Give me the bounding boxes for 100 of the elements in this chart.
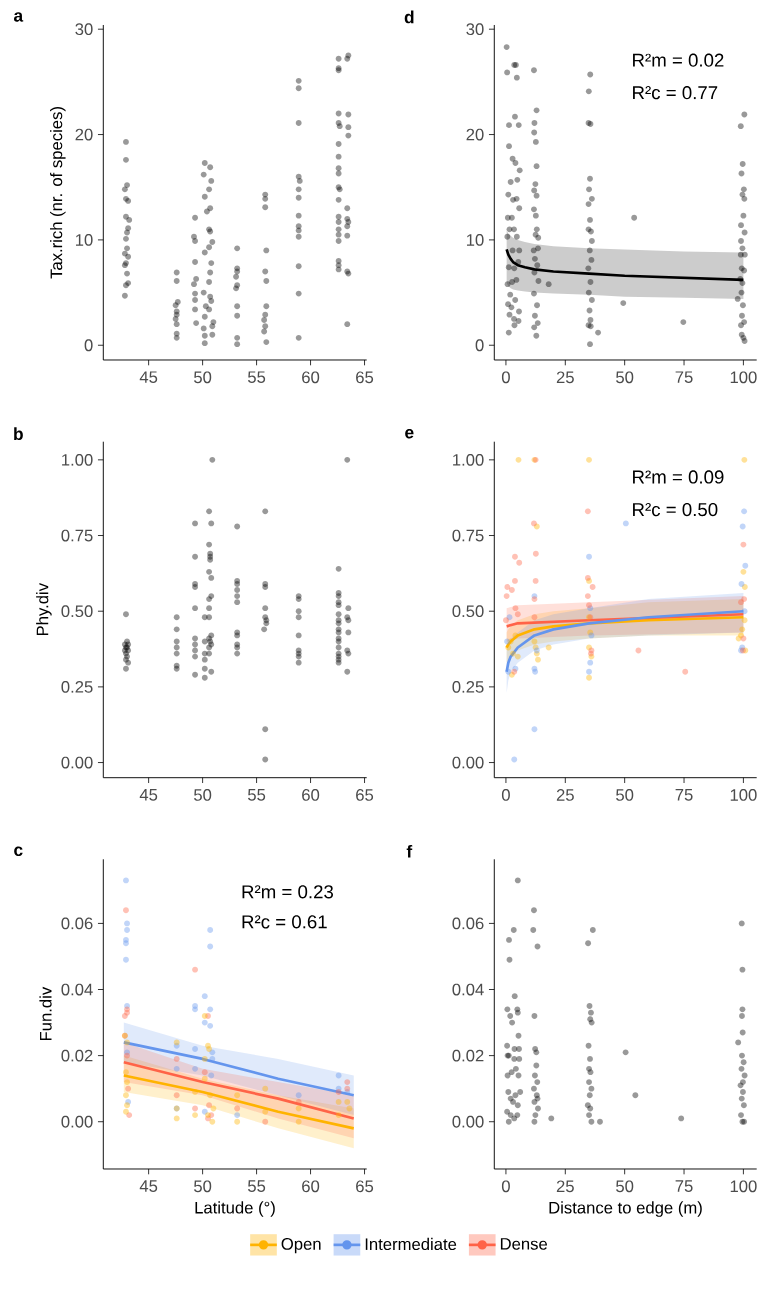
legend-label: Dense (500, 1238, 547, 1250)
y-tick-label: 0.25 (61, 680, 93, 693)
y-tick-label: 30 (466, 23, 484, 36)
point (295, 1092, 302, 1099)
y-tick-label: 0 (475, 339, 484, 352)
point (584, 508, 591, 515)
x-tick-label: 25 (556, 789, 574, 801)
y-tick-label: 0.75 (61, 529, 93, 542)
point (124, 920, 130, 927)
legend-label: Open (281, 1238, 321, 1254)
chart-title: a (13, 12, 24, 22)
x-tick-label: 75 (675, 1180, 693, 1192)
point (124, 1102, 130, 1109)
x-tick-label: 100 (730, 789, 757, 801)
chart-title: d (404, 10, 414, 24)
x-tick-label: 50 (616, 371, 634, 384)
y-tick-label: 0.00 (61, 1115, 93, 1128)
y-tick-label: 20 (75, 128, 93, 141)
y-tick-label: 0.50 (61, 605, 93, 618)
x-axis-title: Latitude (°) (195, 1201, 275, 1217)
x-tick-label: 0 (501, 371, 510, 384)
annotation: R²m = 0.09 (633, 470, 724, 484)
y-axis-title: Tax.rich (nr. of species) (50, 107, 66, 279)
point (123, 907, 129, 914)
point (209, 1118, 216, 1125)
chart-title: f (406, 845, 413, 858)
chart-title: e (405, 428, 414, 439)
point (586, 674, 592, 681)
point (124, 1039, 130, 1046)
y-tick-label: 10 (75, 234, 93, 246)
x-tick-label: 0 (501, 1180, 510, 1193)
point (234, 1118, 241, 1125)
y-tick-label: 0 (84, 339, 93, 352)
point (741, 508, 748, 515)
point (295, 1118, 302, 1125)
point (531, 638, 538, 645)
x-tick-label: 50 (194, 789, 212, 801)
y-tick-label: 0.25 (452, 680, 484, 693)
y-tick-label: 0.02 (452, 1049, 484, 1062)
annotation: R²c = 0.50 (633, 502, 718, 517)
point (210, 1105, 217, 1112)
point (344, 1098, 351, 1105)
x-tick-label: 75 (675, 371, 693, 383)
line-series (122, 1041, 356, 1097)
x-tick-label: 65 (356, 1180, 374, 1193)
x-tick-label: 55 (247, 789, 266, 801)
point (584, 593, 591, 599)
annotation: R²m = 0.23 (242, 885, 334, 899)
x-tick-label: 45 (139, 789, 158, 801)
y-axis-title: Phy.div (36, 583, 52, 636)
point (335, 1089, 342, 1095)
x-tick-label: 55 (247, 1180, 266, 1192)
point (335, 1072, 342, 1079)
x-tick-label: 100 (730, 1180, 757, 1193)
y-tick-label: 1.00 (62, 453, 93, 466)
point (192, 1065, 198, 1072)
y-tick-label: 30 (75, 23, 93, 36)
x-tick-label: 65 (356, 371, 374, 384)
y-tick-label: 0.50 (452, 605, 484, 618)
y-axis-title: Fun.div (39, 986, 52, 1041)
x-tick-label: 50 (194, 1180, 212, 1193)
point (207, 1092, 214, 1099)
x-tick-label: 60 (302, 371, 320, 384)
y-tick-label: 0.06 (452, 917, 484, 930)
point (584, 574, 591, 581)
x-tick-label: 0 (501, 789, 510, 801)
chart-title: c (14, 846, 23, 857)
point (742, 562, 749, 569)
legend-label: Intermediate (365, 1237, 457, 1251)
x-tick-label: 50 (194, 371, 212, 384)
x-tick-label: 65 (356, 789, 374, 801)
y-tick-label: 0.00 (452, 756, 484, 769)
x-tick-label: 45 (139, 371, 158, 383)
x-tick-label: 60 (302, 1180, 320, 1193)
line-series (122, 1060, 356, 1120)
y-tick-label: 0.00 (452, 1115, 484, 1128)
x-tick-label: 100 (730, 371, 757, 384)
point (503, 617, 509, 624)
point (740, 541, 747, 548)
y-tick-label: 10 (466, 234, 484, 246)
annotation: R²m = 0.02 (633, 53, 724, 67)
y-tick-label: 20 (466, 128, 484, 141)
x-tick-label: 25 (556, 371, 574, 384)
y-tick-label: 0.00 (61, 756, 93, 769)
x-tick-label: 25 (556, 1180, 574, 1193)
point (503, 593, 510, 599)
y-tick-label: 1.00 (453, 453, 484, 466)
x-axis-title: Distance to edge (m) (549, 1201, 702, 1217)
annotation: R²c = 0.77 (633, 86, 718, 100)
x-tick-label: 60 (302, 789, 320, 801)
annotation: R²c = 0.61 (242, 915, 327, 929)
x-tick-label: 50 (616, 789, 634, 801)
point (635, 647, 642, 654)
point (207, 1022, 214, 1029)
point (201, 1013, 208, 1019)
point (234, 1092, 241, 1099)
y-tick-label: 0.06 (61, 917, 93, 930)
y-tick-label: 0.02 (61, 1049, 93, 1062)
point (209, 1055, 216, 1062)
point (123, 940, 129, 947)
